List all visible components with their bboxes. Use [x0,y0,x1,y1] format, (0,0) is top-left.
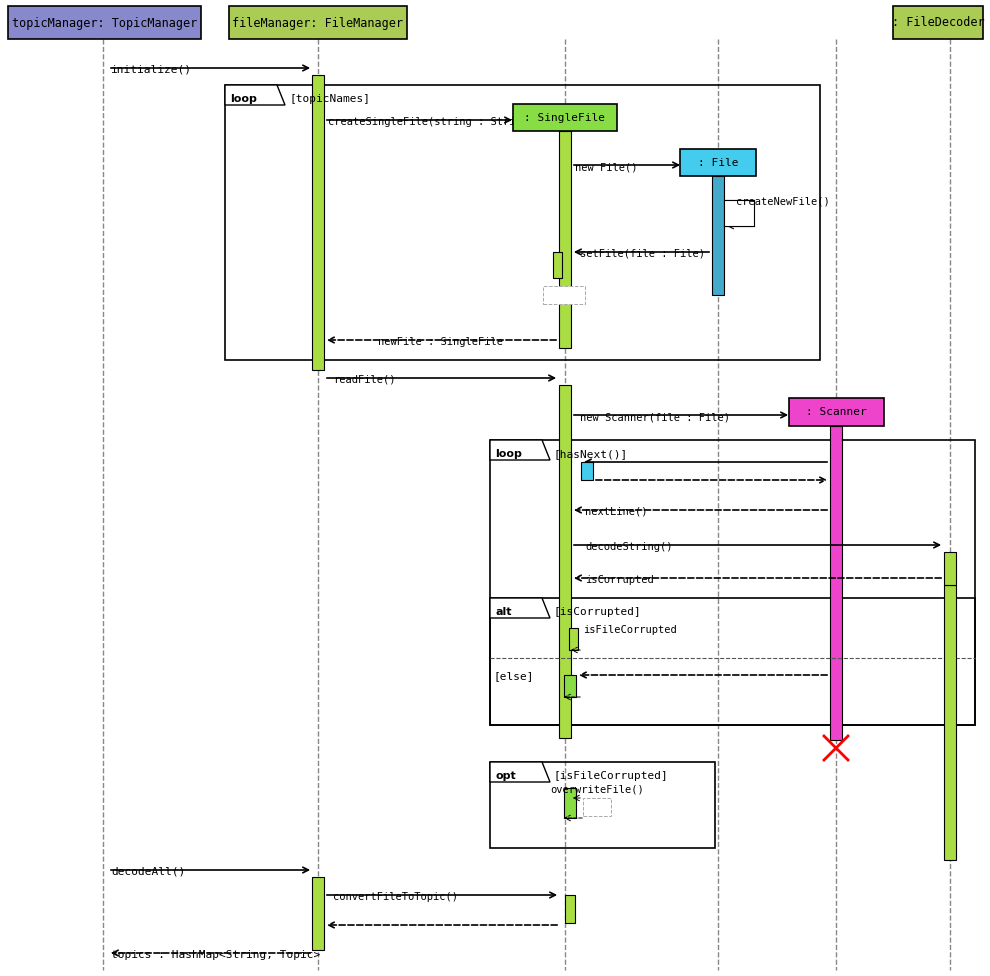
Text: fileManager: FileManager: fileManager: FileManager [233,17,404,29]
Text: : File: : File [698,158,739,168]
Text: [hasNext()]: [hasNext()] [554,449,629,459]
Text: loop: loop [495,449,522,459]
Bar [680,149,756,176]
Text: nextLine(): nextLine() [585,507,647,517]
Bar [312,877,324,950]
Text: overwriteFile(): overwriteFile() [550,785,644,795]
Text: setFile(file : File): setFile(file : File) [580,249,705,259]
Text: topics : HashMap<String, Topic>: topics : HashMap<String, Topic> [111,950,320,960]
Text: readFile(): readFile() [333,375,395,385]
Bar [8,6,201,39]
Polygon shape [490,598,550,618]
Text: : SingleFile: : SingleFile [525,113,606,123]
Text: [topicNames]: [topicNames] [289,94,370,104]
Text: : FileDecoder: : FileDecoder [892,17,984,29]
Bar [581,462,593,480]
Bar [490,598,975,725]
Bar [225,85,820,360]
Bar [490,762,715,848]
Bar [559,385,571,738]
Text: isFileCorrupted: isFileCorrupted [583,625,677,635]
Text: newFile : SingleFile: newFile : SingleFile [378,337,503,347]
Text: decodeAll(): decodeAll() [111,867,185,877]
Text: topicManager: TopicManager: topicManager: TopicManager [12,17,198,29]
Bar [312,75,324,370]
Bar [559,131,571,348]
Text: new File(): new File() [575,162,638,172]
Text: isCorrupted: isCorrupted [585,575,653,585]
Bar [944,585,956,860]
Polygon shape [490,762,550,782]
Text: convertFileToTopic(): convertFileToTopic() [333,892,458,902]
Bar [564,675,576,697]
Text: [else]: [else] [493,671,534,681]
Text: opt: opt [495,771,516,781]
Polygon shape [490,440,550,460]
Bar [893,6,983,39]
Text: [isFileCorrupted]: [isFileCorrupted] [554,771,669,781]
Bar [789,398,884,426]
Bar [553,252,562,278]
Bar [830,426,842,740]
Text: loop: loop [230,94,256,104]
Bar [724,200,754,226]
Text: alt: alt [495,607,512,617]
Bar [490,440,975,725]
Bar [712,176,724,295]
Bar [513,104,617,131]
Bar [565,895,575,923]
Text: new Scanner(file : File): new Scanner(file : File) [580,412,730,422]
Text: createSingleFile(string : String): createSingleFile(string : String) [328,117,535,127]
Bar [229,6,407,39]
Text: decodeString(): decodeString() [585,542,672,552]
Bar [569,628,578,650]
Bar [944,552,956,585]
Text: initialize(): initialize() [111,65,192,75]
Bar [583,798,611,816]
Text: [isCorrupted]: [isCorrupted] [554,607,642,617]
Bar [564,788,576,818]
Text: createNewFile(): createNewFile() [736,197,830,207]
Bar [543,286,585,304]
Polygon shape [225,85,285,105]
Text: : Scanner: : Scanner [806,407,866,417]
